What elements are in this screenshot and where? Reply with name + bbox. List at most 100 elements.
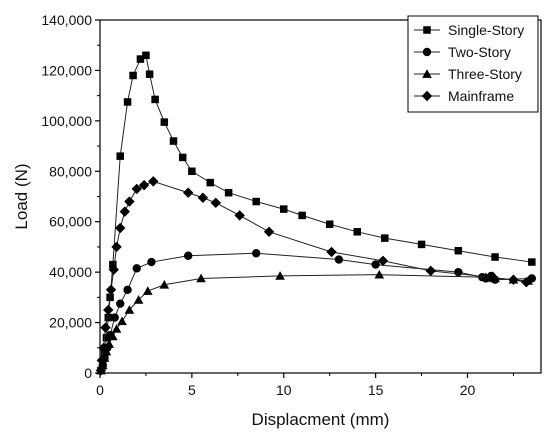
legend-label-three-story: Three-Story [448,66,522,82]
data-point-mainframe [263,226,275,237]
data-point-three-story [196,273,206,283]
data-point-single-story [151,95,159,104]
y-tick-label: 20,000 [49,315,92,331]
data-point-two-story [123,285,132,294]
y-tick-label: 0 [84,365,92,381]
data-point-two-story [334,255,344,264]
data-point-single-story [280,205,288,213]
data-point-single-story [353,228,361,236]
data-point-three-story [104,339,114,348]
plot-layer [95,51,537,376]
data-point-mainframe [131,183,142,195]
data-point-two-story [110,313,119,322]
data-point-three-story [142,286,153,295]
data-point-two-story [132,264,141,273]
legend: Single-Story Two-Story Three-Story Mainfram… [407,15,539,113]
data-point-single-story [325,220,334,228]
data-point-mainframe [138,179,150,191]
legend-label-two-story: Two-Story [448,44,511,60]
data-point-three-story [374,269,385,279]
data-point-three-story [108,331,118,341]
data-point-single-story [454,246,463,255]
data-point-mainframe [234,210,245,221]
data-point-mainframe [508,274,519,285]
data-point-single-story [142,51,150,60]
data-point-two-story [251,249,261,258]
axes-layer: Displacment (mm) Load (N) 0 5 10 15 20 0 20,00… [12,12,542,429]
data-point-three-story [117,316,127,326]
y-tick-label: 80,000 [49,163,92,179]
legend-label-mainframe: Mainframe [448,88,514,104]
data-point-mainframe [484,271,495,283]
x-tick-label: 20 [460,382,476,398]
series-line-three-story [100,274,529,371]
data-point-three-story [275,271,285,280]
data-point-mainframe [197,192,209,203]
data-point-single-story [298,211,306,220]
data-point-three-story [124,305,135,314]
x-tick-label: 15 [368,382,384,398]
x-tick-label: 10 [276,382,292,398]
data-point-mainframe [111,241,122,253]
data-point-mainframe [148,176,159,187]
x-tick-label: 5 [188,382,196,398]
x-tick-label: 0 [96,382,104,398]
data-point-mainframe [115,222,126,234]
data-point-three-story [111,324,122,333]
data-point-mainframe [105,284,117,295]
data-point-single-story [188,167,196,176]
y-tick-label: 40,000 [49,264,92,280]
series-line-two-story [100,252,532,371]
data-point-mainframe [119,206,131,217]
data-point-mainframe [108,264,119,275]
data-point-two-story [116,299,125,308]
data-point-single-story [116,152,124,160]
y-axis-title: Load (N) [12,163,31,229]
legend-marker-three-story [422,69,432,78]
data-point-mainframe [98,342,109,353]
x-axis-title: Displacment (mm) [252,410,390,429]
legend-marker-two-story [422,47,432,57]
data-point-two-story [184,251,193,260]
data-point-single-story [224,188,233,197]
legend-label-single-story: Single-Story [448,22,524,38]
data-point-single-story [169,137,178,145]
data-point-single-story [528,258,536,266]
data-point-mainframe [210,197,221,209]
data-point-single-story [206,178,214,187]
data-point-two-story [147,257,156,267]
data-point-single-story [123,98,132,106]
data-point-single-story [160,118,169,126]
data-point-single-story [381,234,389,242]
data-point-single-story [104,313,113,322]
legend-marker-mainframe [421,90,433,102]
data-point-single-story [109,260,117,269]
data-point-single-story [145,70,154,78]
data-point-single-story [136,55,145,63]
data-point-three-story [159,279,170,289]
data-point-single-story [252,197,260,206]
y-tick-label: 140,000 [41,12,92,28]
data-point-mainframe [183,187,194,198]
legend-marker-single-story [423,26,431,34]
data-point-mainframe [377,255,389,266]
data-point-mainframe [103,304,114,316]
data-point-single-story [178,153,187,162]
data-point-single-story [491,253,499,261]
data-point-two-story [371,260,380,269]
data-point-mainframe [326,246,337,258]
data-point-mainframe [425,265,436,277]
y-tick-label: 60,000 [49,214,92,230]
y-tick-label: 100,000 [41,113,92,129]
data-point-two-story [454,267,463,277]
data-point-mainframe [96,355,108,366]
data-point-mainframe [521,277,532,288]
y-tick-label: 120,000 [41,62,92,78]
data-point-single-story [102,333,111,342]
data-point-mainframe [124,196,135,207]
data-point-three-story [101,346,112,356]
data-point-single-story [129,71,137,80]
data-point-three-story [133,295,144,304]
